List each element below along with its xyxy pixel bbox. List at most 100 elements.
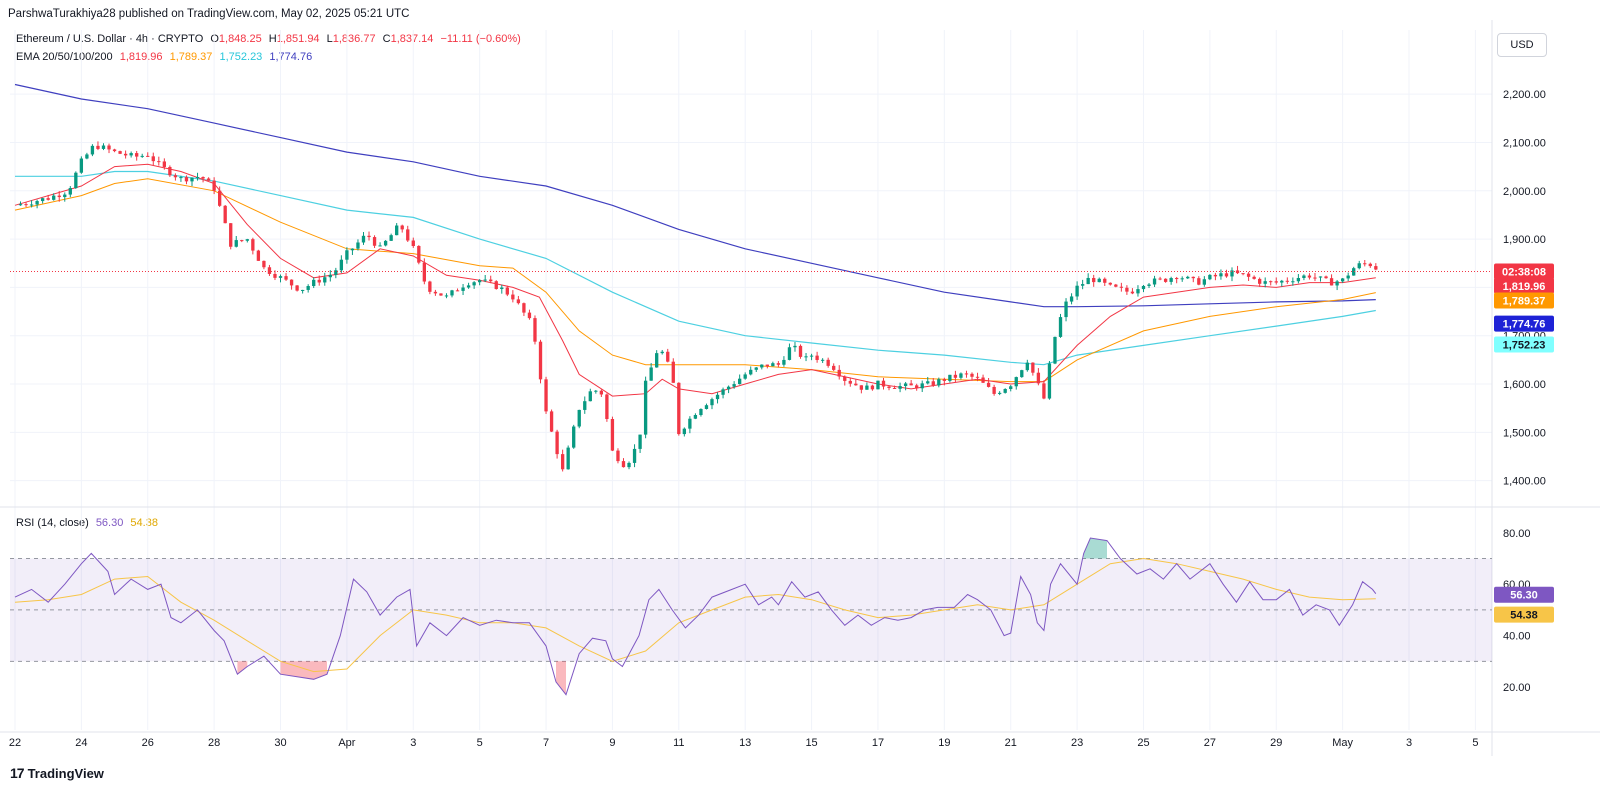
candle-body — [992, 386, 996, 394]
candle-body — [505, 287, 509, 295]
ema100-axis-label-bg — [1494, 336, 1554, 353]
candle-body — [1080, 284, 1085, 286]
high-value: 1,851.94 — [276, 33, 320, 45]
candle-body — [975, 376, 980, 378]
candle-body — [1307, 275, 1312, 278]
candle-body — [417, 246, 421, 263]
candle-body — [538, 341, 543, 380]
time-tick-label: 15 — [805, 737, 817, 749]
candle-body — [1357, 263, 1361, 269]
candle-body — [1202, 279, 1206, 285]
candle-body — [555, 431, 559, 455]
candle-body — [223, 205, 227, 224]
currency-button[interactable]: USD — [1497, 33, 1547, 57]
time-tick-label: 21 — [1005, 737, 1017, 749]
candle-body — [1152, 278, 1157, 285]
price-axis: 1,400.00 1,500.00 1,600.00 1,700.00 1,800.00… — [1503, 89, 1546, 488]
candle-body — [1163, 278, 1168, 282]
candle-body — [135, 153, 139, 157]
candle-body — [560, 454, 565, 470]
candle-body — [1031, 362, 1035, 373]
ema20-axis-label-bg — [1494, 277, 1554, 294]
candle-body — [1108, 282, 1112, 285]
candle-body — [588, 391, 592, 402]
time-tick-label: 25 — [1137, 737, 1149, 749]
candle-body — [40, 198, 45, 202]
candle-body — [162, 161, 166, 167]
rsi-ma-legend-value: 54.38 — [130, 517, 158, 529]
symbol-label: Ethereum / U.S. Dollar · 4h · CRYPTO — [16, 33, 204, 45]
time-tick-label: 17 — [872, 737, 884, 749]
candle-body — [726, 386, 731, 390]
candle-body — [101, 145, 106, 149]
ohlc-values: O1,848.25 H1,851.94 L1,836.77 C1,837.14 … — [210, 33, 524, 45]
candle-body — [1009, 386, 1013, 390]
candle-body — [621, 461, 626, 468]
close-label: C — [382, 33, 391, 45]
candle-body — [350, 248, 355, 251]
candle-body — [804, 356, 808, 358]
candle-body — [1263, 281, 1267, 284]
candle-body — [262, 260, 266, 268]
candle-body — [1269, 281, 1273, 283]
candle-body — [981, 377, 985, 383]
ema20-value: 1,819.96 — [119, 51, 163, 63]
ema50-axis-label: 1,789.37 — [1494, 292, 1554, 309]
candle-body — [151, 156, 155, 162]
price-tick-label: 1,600.00 — [1503, 379, 1546, 391]
candle-body — [1064, 301, 1068, 318]
candle-body — [79, 158, 84, 173]
candle-body — [1169, 278, 1173, 282]
candle-body — [815, 355, 819, 360]
candle-body — [655, 353, 659, 368]
candle-body — [549, 411, 554, 432]
candle-body — [500, 287, 504, 290]
candle-body — [356, 242, 360, 249]
candle-body — [367, 235, 371, 238]
candle-body — [383, 240, 388, 246]
candle-body — [1058, 317, 1063, 337]
candle-body — [699, 409, 703, 416]
rsi-line — [14, 537, 1377, 696]
rsi-axis-value-bg — [1494, 586, 1554, 603]
candle-body — [693, 415, 698, 419]
candle-body — [112, 149, 117, 152]
candle-body — [317, 279, 321, 283]
rsi-ma-line — [14, 557, 1376, 673]
price-pane — [10, 83, 1492, 472]
candle-body — [140, 155, 144, 157]
low-label: L — [326, 33, 333, 45]
candle-body — [771, 363, 775, 367]
candle-body — [378, 245, 382, 247]
candle-body — [1368, 263, 1372, 267]
candle-body — [289, 279, 294, 286]
candle-body — [400, 225, 404, 230]
candle-body — [787, 347, 792, 360]
candle-body — [428, 281, 432, 292]
rsi-oversold-fill — [237, 661, 248, 675]
rsi-ma-axis-value: 54.38 — [1494, 606, 1554, 623]
rsi-pane — [10, 537, 1492, 696]
candle-body — [843, 376, 847, 381]
candle-body — [461, 287, 465, 291]
candle-body — [832, 365, 836, 370]
candle-body — [478, 280, 482, 283]
time-tick-label: Apr — [338, 737, 355, 749]
countdown-label-text: 02:38:08 — [1502, 267, 1546, 279]
candle-body — [1285, 280, 1289, 282]
candle-body — [74, 172, 78, 189]
time-tick-label: 30 — [274, 737, 286, 749]
candle-body — [206, 178, 211, 181]
candle-body — [1180, 278, 1184, 280]
ema-label: EMA 20/50/100/200 — [16, 51, 113, 63]
time-tick-label: 24 — [75, 737, 87, 749]
candle-body — [1213, 274, 1218, 277]
candle-body — [1036, 372, 1041, 384]
candle-body — [1158, 278, 1162, 280]
candle-body — [1191, 276, 1195, 279]
ema100-axis-label: 1,752.23 — [1494, 336, 1554, 353]
rsi-tick-label: 60.00 — [1503, 579, 1531, 591]
candle-body — [986, 382, 991, 387]
candle-body — [572, 426, 576, 448]
